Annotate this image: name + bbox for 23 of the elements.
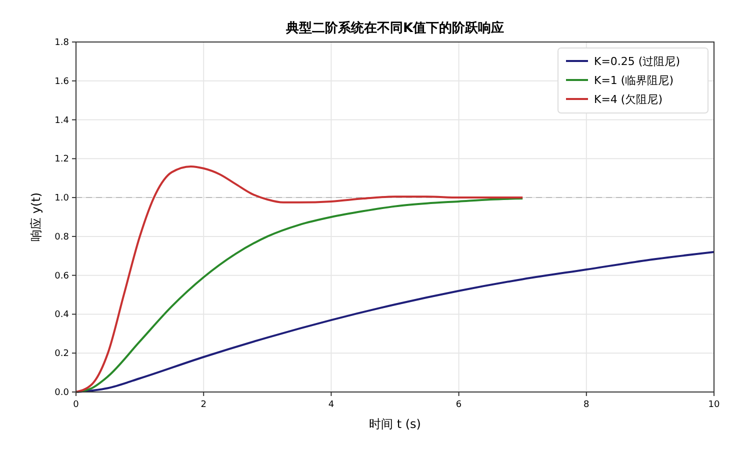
x-tick-label: 8 bbox=[584, 400, 590, 410]
y-tick-label: 1.6 bbox=[54, 76, 70, 87]
chart-title: 典型二阶系统在不同K值下的阶跃响应 bbox=[284, 20, 504, 36]
x-axis-title: 时间 t (s) bbox=[369, 417, 421, 431]
legend-label: K=4 (欠阻尼) bbox=[594, 93, 663, 106]
legend-label: K=1 (临界阻尼) bbox=[594, 74, 674, 87]
y-tick-label: 1.0 bbox=[54, 194, 70, 204]
y-tick-label: 0.8 bbox=[54, 232, 70, 242]
x-tick-label: 2 bbox=[200, 400, 206, 410]
y-tick-label: 1.2 bbox=[54, 154, 69, 165]
x-tick-label: 0 bbox=[73, 400, 80, 410]
y-tick-label: 0.2 bbox=[54, 349, 69, 360]
x-tick-label: 4 bbox=[328, 400, 334, 410]
y-tick-label: 1.8 bbox=[54, 38, 70, 48]
x-tick-label: 10 bbox=[708, 400, 720, 410]
y-axis-title: 响应 y(t) bbox=[29, 192, 43, 242]
y-tick-label: 0.6 bbox=[54, 271, 70, 282]
x-tick-label: 6 bbox=[456, 400, 462, 410]
legend-label: K=0.25 (过阻尼) bbox=[594, 55, 680, 68]
y-tick-label: 0.4 bbox=[54, 310, 70, 320]
y-tick-label: 0.0 bbox=[54, 388, 70, 398]
line-series bbox=[75, 251, 715, 393]
y-tick-label: 1.4 bbox=[54, 116, 70, 126]
